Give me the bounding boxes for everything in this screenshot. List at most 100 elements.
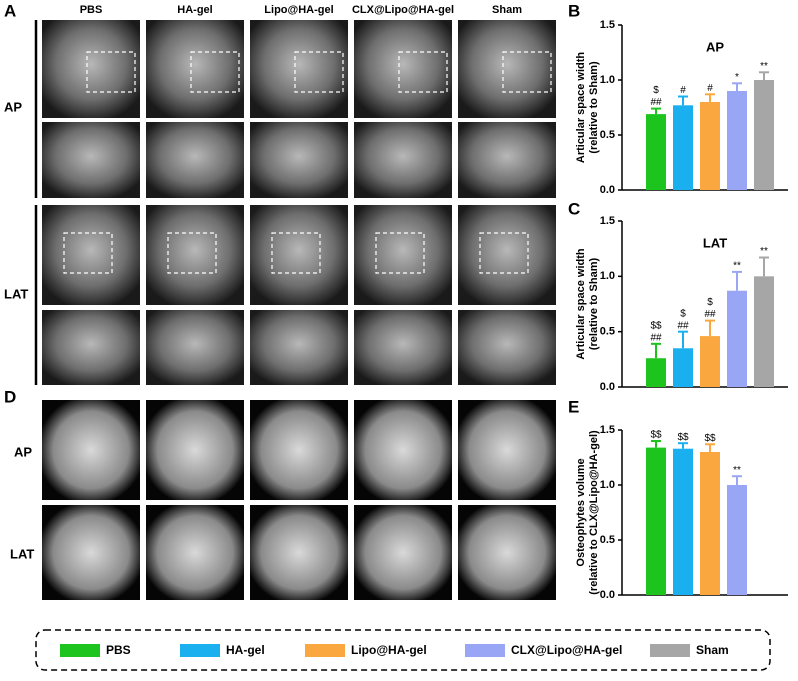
image <box>354 122 452 198</box>
significance-mark: $$ <box>650 430 662 441</box>
zoom-box <box>63 232 113 274</box>
significance-mark: $ <box>653 85 659 96</box>
image <box>354 505 452 600</box>
panel-label: D <box>4 387 16 406</box>
bar <box>673 348 693 387</box>
image <box>458 122 556 198</box>
bar <box>700 452 720 595</box>
image <box>250 400 348 500</box>
column-header: HA-gel <box>177 4 212 16</box>
legend-label: Lipo@HA-gel <box>351 643 427 657</box>
legend-label: HA-gel <box>226 643 265 657</box>
image <box>250 310 348 385</box>
panel-label: A <box>4 1 16 20</box>
image <box>42 20 140 118</box>
panel-label: C <box>568 199 580 218</box>
y-axis-label: (relative to Sham) <box>588 258 600 351</box>
significance-mark: * <box>735 72 739 83</box>
significance-mark: $$ <box>704 433 716 444</box>
image <box>354 20 452 118</box>
image <box>458 310 556 385</box>
significance-mark: $$ <box>677 432 689 443</box>
legend-label: CLX@Lipo@HA-gel <box>511 643 622 657</box>
bar <box>727 290 747 387</box>
legend-swatch <box>465 644 505 657</box>
row-label: AP <box>4 99 22 114</box>
bar <box>673 448 693 595</box>
y-tick-label: 1.0 <box>600 270 615 282</box>
image <box>42 205 140 305</box>
y-axis-label: Osteophytes volume <box>575 458 587 566</box>
legend-box <box>35 629 771 671</box>
image <box>146 122 244 198</box>
significance-mark: ** <box>760 61 768 72</box>
zoom-box <box>502 51 552 93</box>
legend-swatch <box>180 644 220 657</box>
significance-mark: ** <box>733 465 741 476</box>
zoom-box <box>479 232 529 274</box>
significance-mark: ## <box>704 309 716 320</box>
bar <box>754 276 774 387</box>
row-label: LAT <box>10 546 34 561</box>
y-tick-label: 1.0 <box>600 74 615 86</box>
panel-label: E <box>568 397 579 416</box>
y-tick-label: 0.0 <box>600 184 615 196</box>
legend-label: PBS <box>106 643 131 657</box>
chart-title: AP <box>706 39 724 54</box>
bar <box>646 114 666 190</box>
column-header: Sham <box>492 4 522 16</box>
column-header: CLX@Lipo@HA-gel <box>352 4 454 16</box>
y-tick-label: 1.5 <box>600 19 615 31</box>
zoom-box <box>271 232 321 274</box>
column-header: PBS <box>80 4 103 16</box>
image <box>458 400 556 500</box>
zoom-box <box>167 232 217 274</box>
image <box>42 505 140 600</box>
image <box>354 205 452 305</box>
y-tick-label: 1.5 <box>600 215 615 227</box>
y-tick-label: 1.0 <box>600 479 615 491</box>
panel-label: B <box>568 1 580 20</box>
image <box>250 205 348 305</box>
significance-mark: ** <box>760 246 768 257</box>
image <box>354 400 452 500</box>
image <box>458 505 556 600</box>
image <box>146 310 244 385</box>
significance-mark: ## <box>650 332 662 343</box>
y-axis-label: (relative to Sham) <box>588 61 600 154</box>
image <box>250 505 348 600</box>
image <box>250 20 348 118</box>
y-tick-label: 1.5 <box>600 424 615 436</box>
significance-mark: $$ <box>650 320 662 331</box>
image <box>42 310 140 385</box>
bar <box>754 80 774 190</box>
y-axis-label: Articular space width <box>575 52 587 164</box>
image <box>250 122 348 198</box>
zoom-box <box>398 51 448 93</box>
significance-mark: $ <box>680 308 686 319</box>
significance-mark: # <box>707 83 713 94</box>
image <box>146 505 244 600</box>
y-tick-label: 0.5 <box>600 129 615 141</box>
zoom-box <box>294 51 344 93</box>
bar <box>646 447 666 595</box>
bar <box>727 91 747 190</box>
image <box>146 205 244 305</box>
image <box>146 20 244 118</box>
zoom-box <box>86 51 136 93</box>
image <box>42 400 140 500</box>
image <box>146 400 244 500</box>
significance-mark: ## <box>677 320 689 331</box>
zoom-box <box>190 51 240 93</box>
y-tick-label: 0.5 <box>600 534 615 546</box>
image <box>458 205 556 305</box>
y-tick-label: 0.5 <box>600 326 615 338</box>
significance-mark: $ <box>707 297 713 308</box>
legend-swatch <box>650 644 690 657</box>
bar <box>646 358 666 387</box>
column-header: Lipo@HA-gel <box>264 4 333 16</box>
bar <box>727 485 747 595</box>
bar <box>673 105 693 190</box>
image <box>42 122 140 198</box>
